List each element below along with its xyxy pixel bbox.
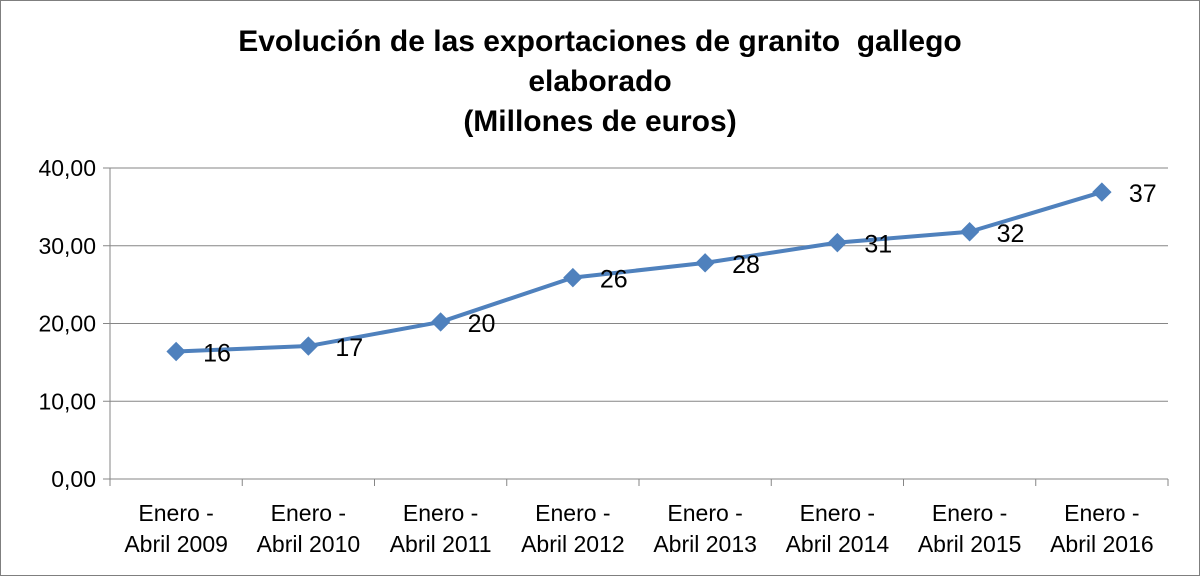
x-tick-label: Enero - Abril 2016 (1050, 500, 1154, 557)
data-label: 32 (997, 220, 1025, 248)
data-point-marker (166, 341, 186, 362)
x-tick-label-line: Enero - (535, 500, 610, 526)
x-tick-label-line: Enero - (932, 500, 1007, 526)
chart-title-line-2: elaborado (528, 65, 672, 98)
x-tick-label: Enero - Abril 2010 (257, 500, 361, 557)
data-point-marker (563, 267, 583, 288)
data-point-marker (298, 336, 319, 356)
x-tick-label-line: Enero - (800, 500, 875, 526)
x-tick-label-line: Enero - (1064, 500, 1139, 526)
data-label: 20 (468, 310, 496, 338)
x-tick-label-line: Abril 2015 (918, 531, 1022, 557)
x-tick-label-line: Enero - (271, 500, 346, 526)
x-tick-label-line: Abril 2014 (786, 531, 890, 557)
data-point-marker (959, 222, 980, 242)
data-point-marker (1092, 182, 1112, 202)
series-line (176, 190, 1103, 354)
x-tick-label-line: Abril 2011 (390, 531, 492, 557)
x-tick-label: Enero - Abril 2011 (390, 500, 492, 557)
chart-title: Evolución de las exportaciones de granit… (0, 22, 1200, 142)
data-label: 31 (864, 231, 892, 259)
data-point-marker (695, 253, 715, 273)
x-tick-label-line: Abril 2013 (653, 531, 757, 557)
x-tick-label-line: Enero - (403, 500, 478, 526)
x-tick-label-line: Abril 2012 (521, 531, 625, 557)
chart-title-line-1: Evolución de las exportaciones de granit… (238, 25, 962, 58)
x-tick-label: Enero - Abril 2014 (786, 500, 890, 557)
x-tick-label-line: Enero - (138, 500, 213, 526)
y-tick-label: 40,00 (38, 155, 96, 181)
y-tick-label: 0,00 (51, 466, 96, 492)
x-tick-label: Enero - Abril 2012 (521, 500, 625, 557)
x-tick-label-line: Abril 2010 (257, 531, 361, 557)
y-tick-label: 10,00 (38, 388, 96, 414)
x-tick-label-line: Abril 2016 (1050, 531, 1154, 557)
data-label: 16 (203, 339, 231, 367)
x-tick-label-line: Enero - (667, 500, 742, 526)
data-label: 17 (335, 334, 363, 362)
x-tick-label: Enero - Abril 2015 (918, 500, 1022, 557)
x-tick-label-line: Abril 2009 (124, 531, 228, 557)
x-tick-label: Enero - Abril 2009 (124, 500, 228, 557)
x-tick-label: Enero - Abril 2013 (653, 500, 757, 557)
chart-title-line-3: (Millones de euros) (463, 105, 737, 138)
data-label: 28 (732, 251, 760, 279)
data-point-marker (430, 312, 451, 332)
y-tick-label: 30,00 (38, 233, 96, 259)
data-label: 37 (1129, 180, 1157, 208)
y-tick-label: 20,00 (38, 311, 96, 337)
data-label: 26 (600, 266, 628, 294)
data-point-marker (827, 232, 848, 253)
